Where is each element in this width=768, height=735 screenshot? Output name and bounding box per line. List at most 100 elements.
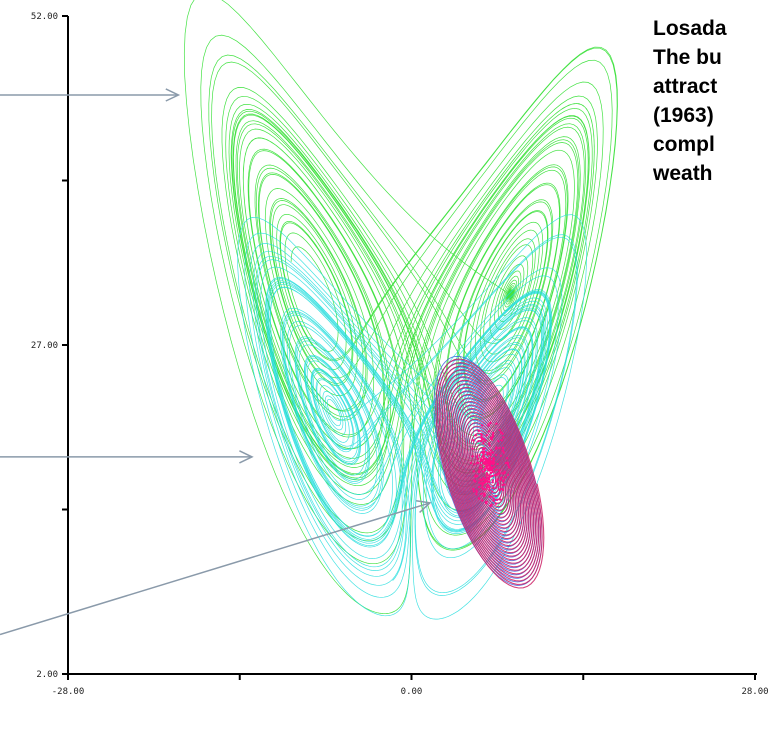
series-3-point	[474, 475, 477, 478]
series-3-point	[475, 489, 478, 492]
x-tick-label: -28.00	[52, 687, 85, 697]
series-3-point	[493, 474, 496, 477]
annotation-arrowhead-1	[165, 88, 181, 102]
series-3-point	[500, 487, 504, 491]
series-3-point	[482, 488, 485, 491]
series-3-point	[500, 476, 503, 479]
series-3-point	[469, 461, 473, 465]
series-3-point	[483, 450, 486, 453]
series-3-point	[471, 447, 474, 450]
series-3-point	[472, 470, 475, 473]
series-3-point	[478, 481, 481, 484]
series-3-point	[486, 476, 489, 479]
series-3-point	[491, 451, 495, 454]
series-3-point	[496, 473, 499, 476]
y-tick-label: 27.00	[31, 341, 58, 351]
series-3-point	[498, 489, 502, 492]
series-3-point	[473, 463, 476, 466]
series-3-point	[499, 498, 502, 501]
series-3-point	[493, 465, 496, 468]
series-3-point	[488, 480, 491, 484]
series-3-point	[498, 428, 501, 432]
series-3-point	[486, 484, 489, 487]
series-3-point	[491, 470, 494, 474]
series-3-point	[504, 476, 507, 479]
x-tick-label: 28.00	[741, 687, 768, 697]
series-3-point	[498, 469, 501, 472]
series-3-point	[478, 454, 481, 457]
series-3-point	[488, 488, 491, 492]
series-3-point	[483, 493, 486, 496]
series-3-point	[477, 440, 480, 443]
series-3-point	[492, 499, 495, 502]
series-3-point	[495, 468, 498, 472]
series-3-point	[486, 480, 489, 484]
series-3-point	[479, 459, 483, 463]
series-3-point	[495, 486, 498, 489]
series-3-point	[501, 432, 504, 435]
series-3-point	[485, 474, 488, 477]
series-3-point	[490, 475, 493, 478]
series-3-point	[507, 464, 510, 467]
series-2-trajectory	[237, 214, 587, 620]
attractor-plot-area	[183, 0, 618, 620]
series-3-point	[498, 446, 501, 450]
series-3-point	[488, 442, 491, 445]
series-3-point	[488, 460, 491, 463]
series-3-point	[483, 494, 486, 498]
series-3-point	[487, 430, 491, 433]
series-3-point	[472, 490, 475, 493]
series-3-point	[489, 472, 492, 475]
series-3-point	[488, 505, 492, 508]
series-3-point	[488, 474, 491, 477]
series-3-point	[501, 449, 504, 452]
series-3-point	[498, 471, 501, 475]
series-3-point	[485, 478, 488, 481]
series-3-point	[482, 462, 485, 465]
series-3-point	[485, 458, 488, 462]
series-3-point	[504, 461, 508, 465]
series-3-point	[474, 434, 477, 437]
series-3-point	[495, 447, 498, 450]
series-3-point	[495, 498, 499, 501]
series-3-point	[482, 452, 485, 455]
series-3-point	[479, 464, 483, 467]
series-3-point	[495, 422, 498, 425]
series-3-point	[475, 493, 478, 496]
caption-line-4: (1963)	[653, 104, 714, 127]
series-3-point	[502, 451, 505, 454]
series-3-point	[502, 436, 505, 439]
series-3-point	[489, 449, 492, 452]
annotation-arrowhead-2	[239, 450, 254, 464]
series-3-point	[496, 462, 499, 466]
series-3-point	[482, 441, 485, 445]
caption-line-6: weath	[653, 162, 713, 185]
series-3-point	[472, 439, 475, 442]
series-3-point	[482, 477, 485, 480]
series-3-point	[481, 470, 484, 473]
series-3-point	[506, 457, 509, 460]
series-3-point	[482, 481, 485, 485]
series-3-point	[503, 483, 506, 486]
series-3-point	[499, 454, 503, 457]
series-3-point	[494, 502, 498, 505]
y-tick-label: 2.00	[36, 670, 58, 680]
series-3-point	[480, 424, 484, 427]
series-3-point	[491, 481, 494, 484]
series-3-point	[501, 472, 504, 475]
series-3-point	[492, 459, 495, 462]
series-3-point	[479, 467, 483, 470]
series-3-point	[490, 438, 494, 441]
series-3-point	[485, 472, 489, 475]
series-3-point	[489, 453, 492, 457]
series-3-point	[489, 467, 493, 471]
series-3-point	[479, 458, 483, 461]
series-3-point	[484, 502, 488, 505]
series-3-point	[482, 447, 486, 450]
series-3-point	[499, 478, 502, 481]
series-3-point	[479, 478, 482, 481]
series-3-point	[490, 495, 493, 498]
series-3-point	[487, 478, 491, 481]
series-3-point	[492, 486, 495, 489]
